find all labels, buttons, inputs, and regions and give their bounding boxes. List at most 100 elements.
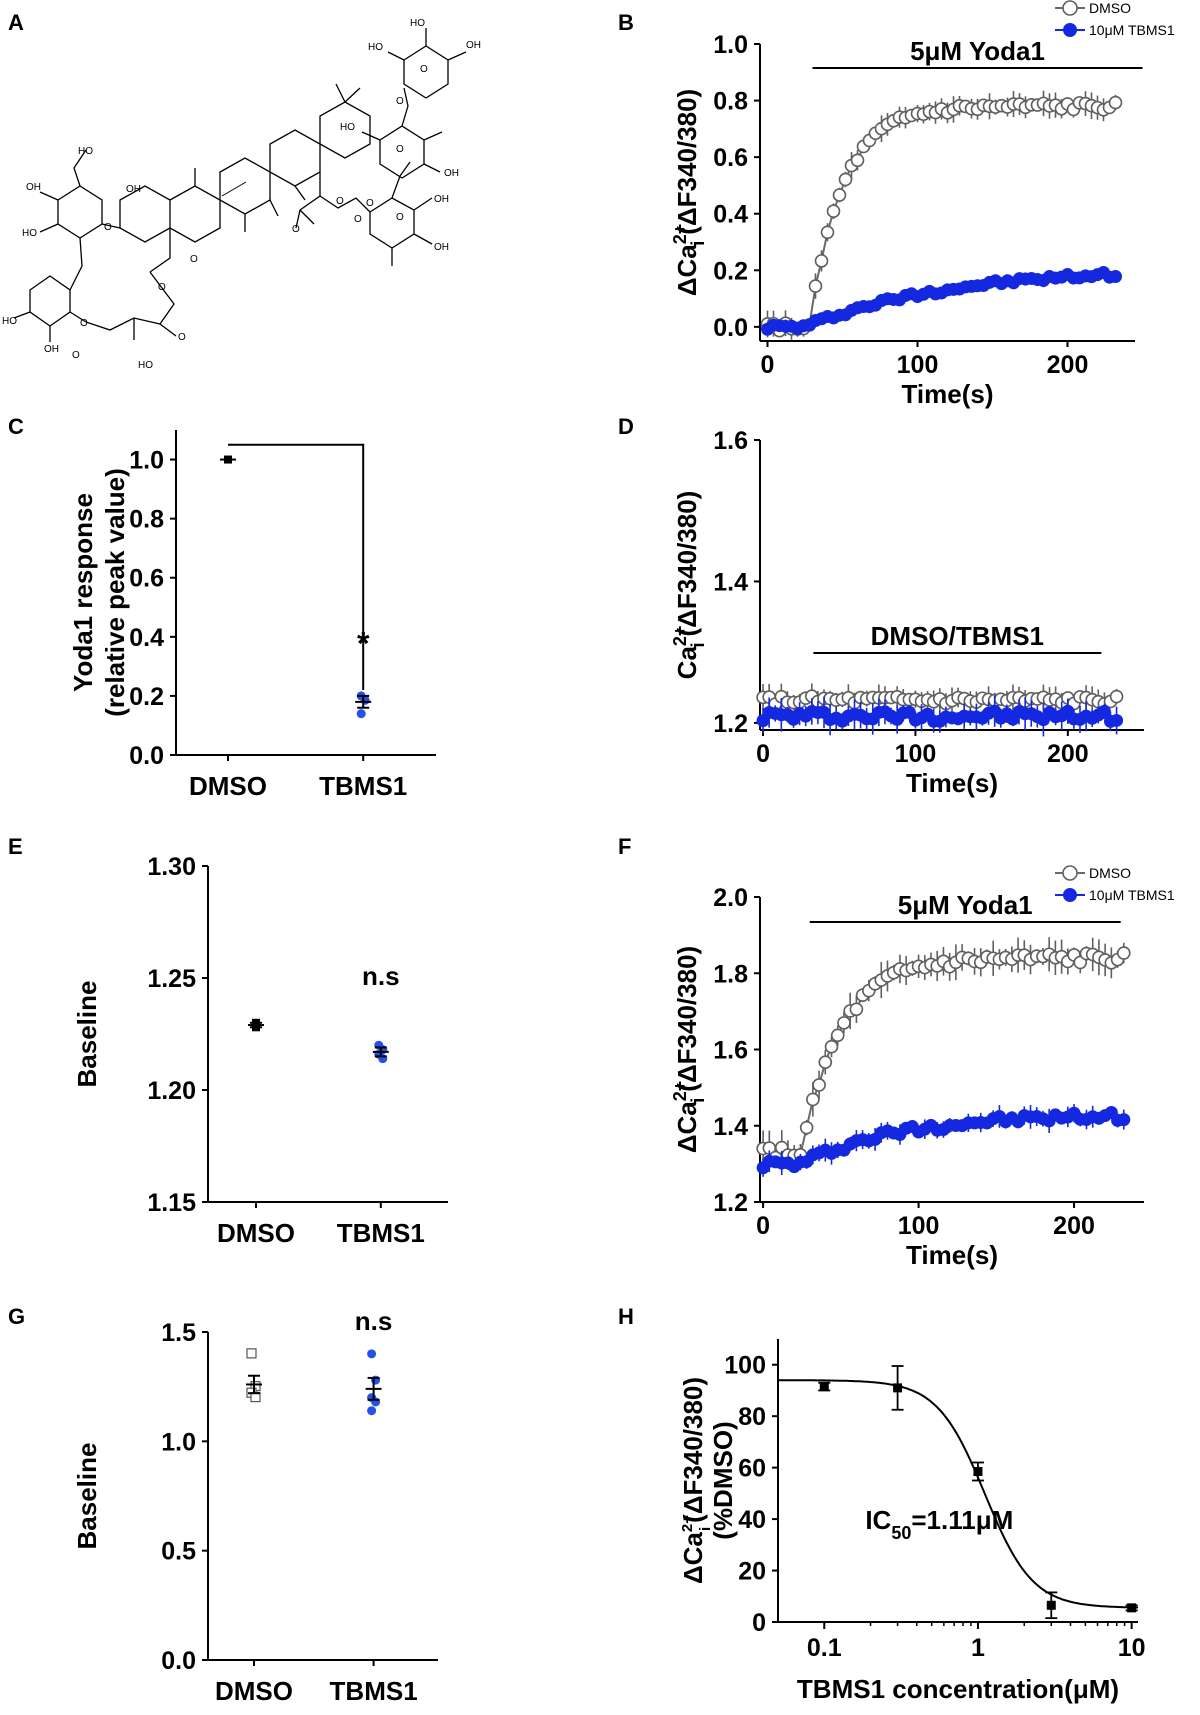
x-axis-title: Time(s) [902,379,994,409]
legend-label: DMSO [1089,0,1131,16]
y-axis-title-sup: 2+ [679,1515,696,1532]
x-tick-label: DMSO [217,1218,295,1248]
y-tick-label: 0.6 [713,144,748,172]
y-axis-title-sub: i [697,1527,714,1531]
data-point [799,1120,814,1135]
y-axis-title: Baseline [72,1443,102,1550]
y-axis-title: ΔCa2+i (ΔF340/380) [670,89,708,296]
data-point [830,1028,845,1043]
y-axis-title-main: ΔCa [678,1532,708,1584]
chemical-structure [13,28,467,342]
x-tick-label: DMSO [215,1676,293,1706]
data-point [973,1466,983,1476]
chart-h: 0 20 40 60 80 100 0.1 1 10 TBMS1 concentration(μM… [678,1339,1146,1704]
data-point [1109,689,1124,704]
data-point [832,188,847,202]
y-tick-label: 0.5 [161,1538,196,1566]
group-dmso [246,1348,262,1403]
x-tick-label: 100 [895,740,937,768]
y-tick-label: 0.6 [129,565,164,593]
y-tick-label: 1.0 [713,31,748,59]
group-tbms1 [365,1349,382,1416]
x-tick-label: 0.1 [807,1634,842,1662]
panel-label-c: C [8,414,24,439]
data-point [826,204,841,219]
y-tick-label: 0.0 [713,314,748,342]
data-point [1117,1113,1131,1127]
y-axis-title: Ca2+i (ΔF340/380) [670,491,708,680]
atom-label: O [366,198,374,209]
atom-label: HO [138,360,153,371]
treatment-label: DMSO/TBMS1 [871,621,1044,651]
panel-label-g: G [8,1304,25,1329]
x-axis-title: Time(s) [906,1240,998,1270]
data-point [820,225,835,240]
data-point [356,709,366,719]
treatment-label: 5μM Yoda1 [898,890,1033,920]
chart-g: 0.0 0.5 1.0 1.5 DMSO TBMS1 Baseline n.s [72,1306,438,1706]
data-point [367,1349,377,1359]
atom-label: OH [434,194,449,205]
data-point [893,1383,903,1393]
x-axis-title: TBMS1 concentration(μM) [797,1674,1119,1704]
y-axis-title-main: ΔCa [672,244,702,296]
chart-c: 0.0 0.2 0.4 0.6 0.8 1.0 DMSO TBMS1 Yoda1 respons… [68,430,436,801]
y-tick-label: 20 [738,1558,766,1586]
atom-label: O [336,196,344,207]
y-tick-label: 0.0 [129,742,164,770]
group-tbms1 [372,1040,389,1064]
data-point [1097,704,1111,718]
series-dmso [756,683,1124,716]
y-axis-title-tail: (ΔF340/380) [678,1377,708,1523]
y-tick-label: 2.0 [713,884,748,912]
y-axis-title: ΔCa2+i (ΔF340/380) [678,1377,714,1584]
atom-label: HO [368,42,383,53]
chart-b: 0.0 0.2 0.4 0.6 0.8 1.0 0 100 200 Time(s) ΔCa2+i (Δ… [670,0,1175,409]
significance-marker: n.s [362,961,400,991]
ic50-annotation: IC50=1.11μM [865,1505,1013,1543]
y-axis-title-tail: (ΔF340/380) [672,946,702,1092]
y-tick-label: 0.4 [129,624,164,652]
significance-marker: * [357,626,370,662]
atom-label: OH [444,168,459,179]
data-point [824,1039,839,1054]
group-dmso [248,1018,264,1032]
y-tick-label: 1.30 [147,853,196,881]
series-dmso [756,937,1131,1170]
data-point [1127,1603,1137,1613]
y-tick-label: 80 [738,1403,766,1431]
x-tick-label: 200 [1047,351,1089,379]
significance-bracket [228,443,365,690]
y-tick-label: 100 [724,1352,766,1380]
x-tick-label: 1 [971,1634,985,1662]
x-tick-label: 10 [1118,1634,1146,1662]
atom-label: O [396,96,404,107]
legend-marker [1062,0,1078,16]
y-axis-title-sub: i [688,643,708,648]
legend-marker [1063,888,1077,902]
atom-label: O [396,144,404,155]
atom-label: O [80,318,88,329]
x-tick-label: 200 [1053,1212,1095,1240]
y-axis-title: Yoda1 response [68,493,98,692]
y-tick-label: 1.8 [713,960,748,988]
y-tick-label: 0.2 [713,257,748,285]
panel-label-d: D [618,414,634,439]
data-point [246,1348,257,1359]
y-tick-label: 40 [738,1506,766,1534]
significance-marker: n.s [355,1306,393,1336]
ic50-annotation-tail: =1.11μM [911,1505,1013,1535]
atom-label: O [158,282,166,293]
y-axis-title: Baseline [72,981,102,1088]
ic50-annotation-main: IC [865,1505,891,1535]
y-axis-title-tail: (ΔF340/380) [672,89,702,235]
y-tick-label: 1.2 [713,710,748,738]
chart-f: 1.2 1.4 1.6 1.8 2.0 0 100 200 Time(s) ΔCa2+i (ΔF34… [670,865,1175,1270]
y-tick-label: 1.2 [713,1189,748,1217]
y-tick-label: 1.20 [147,1077,196,1105]
y-tick-label: 0.4 [713,201,748,229]
data-point [1109,269,1122,283]
atom-label: HO [2,316,17,327]
y-axis-title-sub: i [688,241,708,246]
y-axis-title-sup: 2+ [670,224,690,245]
